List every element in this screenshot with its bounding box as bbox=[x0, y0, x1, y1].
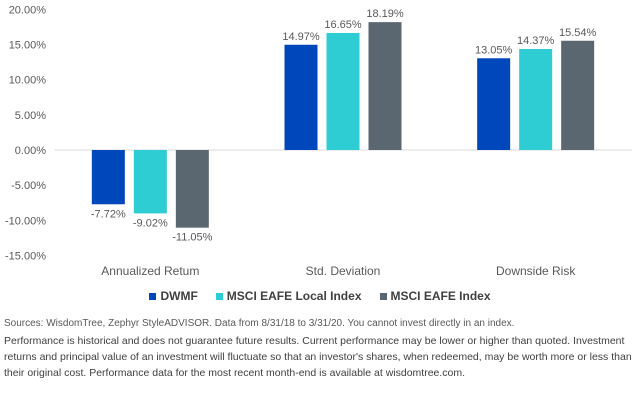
data-label: 13.05% bbox=[475, 44, 513, 56]
y-tick-label: 20.00% bbox=[9, 4, 47, 16]
legend-item: MSCI EAFE Local Index bbox=[215, 289, 362, 303]
data-label: -7.72% bbox=[91, 208, 126, 220]
legend-label: DWMF bbox=[160, 289, 198, 303]
bar-chart: 20.00% 15.00% 10.00% 5.00% 0.00% -5.00% -10.00… bbox=[5, 4, 632, 278]
y-tick-label: 15.00% bbox=[9, 40, 47, 52]
legend-swatch bbox=[215, 292, 223, 300]
bar-dwmf bbox=[477, 58, 511, 150]
y-tick-label: 10.00% bbox=[9, 75, 47, 87]
bar-dwmf bbox=[91, 150, 125, 205]
y-tick-label: -5.00% bbox=[11, 180, 46, 192]
y-tick-label: 5.00% bbox=[15, 110, 46, 122]
data-label: 16.65% bbox=[324, 19, 362, 31]
legend: DWMF MSCI EAFE Local Index MSCI EAFE Index bbox=[0, 289, 640, 303]
category-label: Std. Deviation bbox=[306, 264, 381, 278]
bar-msci-eafe-index bbox=[561, 40, 595, 150]
legend-swatch bbox=[379, 292, 387, 300]
footnotes: Sources: WisdomTree, Zephyr StyleADVISOR… bbox=[4, 318, 638, 381]
y-tick-label: -10.00% bbox=[5, 215, 46, 227]
x-axis: Annualized Retum Std. Deviation Downside R… bbox=[101, 264, 576, 278]
bar-msci-eafe-local-index bbox=[326, 32, 360, 150]
y-axis: 20.00% 15.00% 10.00% 5.00% 0.00% -5.00% -10.00… bbox=[5, 4, 46, 262]
data-labels: -7.72% -9.02% -11.05% 14.97% 16.65% 18.19% 13.… bbox=[91, 8, 597, 244]
data-label: 14.37% bbox=[517, 35, 555, 47]
data-label: -9.02% bbox=[133, 217, 168, 229]
y-tick-label: -15.00% bbox=[5, 250, 46, 262]
bar-msci-eafe-local-index bbox=[519, 48, 553, 151]
source-note: Sources: WisdomTree, Zephyr StyleADVISOR… bbox=[4, 318, 515, 329]
category-label: Downside Risk bbox=[496, 264, 576, 278]
bar-msci-eafe-index bbox=[175, 150, 209, 228]
legend-label: MSCI EAFE Local Index bbox=[226, 289, 362, 303]
bars bbox=[91, 22, 595, 228]
data-label: 15.54% bbox=[559, 27, 597, 39]
bar-dwmf bbox=[284, 44, 318, 151]
category-label: Annualized Retum bbox=[101, 264, 199, 278]
legend-swatch bbox=[149, 292, 157, 300]
bar-msci-eafe-index bbox=[368, 22, 402, 151]
disclaimer-text: Performance is historical and does not g… bbox=[4, 335, 632, 379]
data-label: 18.19% bbox=[366, 8, 404, 20]
legend-item: DWMF bbox=[149, 289, 198, 303]
y-tick-label: 0.00% bbox=[15, 145, 46, 157]
bar-msci-eafe-local-index bbox=[133, 150, 167, 214]
legend-label: MSCI EAFE Index bbox=[390, 289, 491, 303]
legend-item: MSCI EAFE Index bbox=[379, 289, 491, 303]
data-label: 14.97% bbox=[282, 31, 320, 43]
data-label: -11.05% bbox=[172, 232, 212, 244]
